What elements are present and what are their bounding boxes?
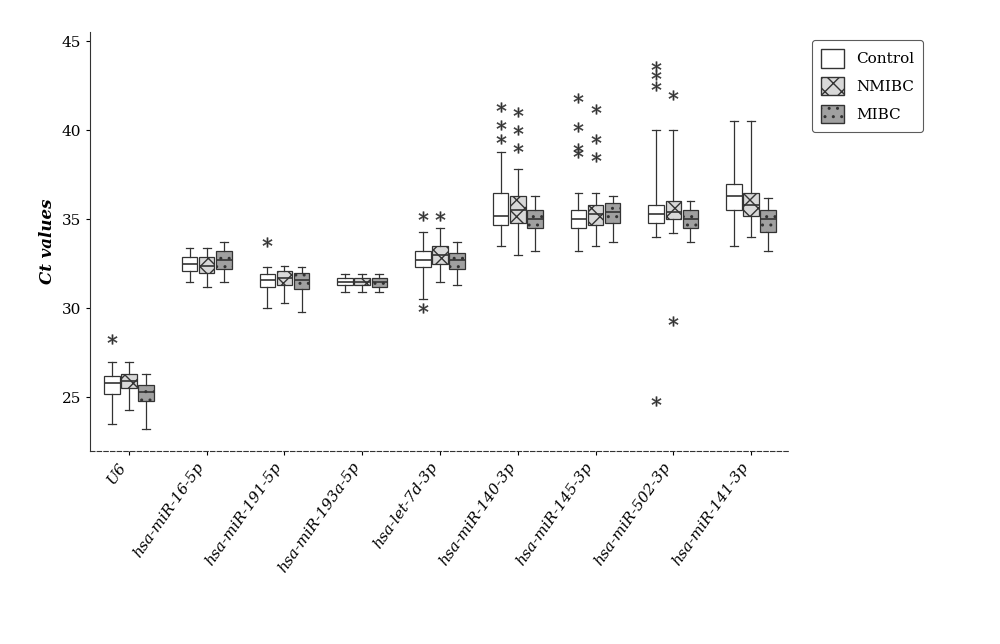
PathPatch shape [432,246,448,264]
PathPatch shape [760,211,776,232]
PathPatch shape [104,376,120,393]
PathPatch shape [294,272,309,289]
PathPatch shape [588,205,603,225]
PathPatch shape [743,193,759,216]
PathPatch shape [415,251,431,267]
PathPatch shape [726,184,742,211]
PathPatch shape [138,385,154,401]
PathPatch shape [605,204,620,223]
PathPatch shape [666,202,681,219]
PathPatch shape [372,278,387,287]
Y-axis label: Ct values: Ct values [39,199,56,284]
PathPatch shape [337,278,353,285]
PathPatch shape [648,205,664,223]
PathPatch shape [199,257,214,272]
PathPatch shape [182,257,197,271]
PathPatch shape [571,211,586,228]
PathPatch shape [683,211,698,228]
PathPatch shape [216,251,232,269]
PathPatch shape [493,193,508,225]
PathPatch shape [527,211,543,228]
PathPatch shape [510,196,526,223]
PathPatch shape [277,271,292,285]
PathPatch shape [449,253,465,269]
Legend: Control, NMIBC, MIBC: Control, NMIBC, MIBC [812,40,923,133]
PathPatch shape [121,374,137,388]
PathPatch shape [260,274,275,287]
PathPatch shape [354,278,370,285]
